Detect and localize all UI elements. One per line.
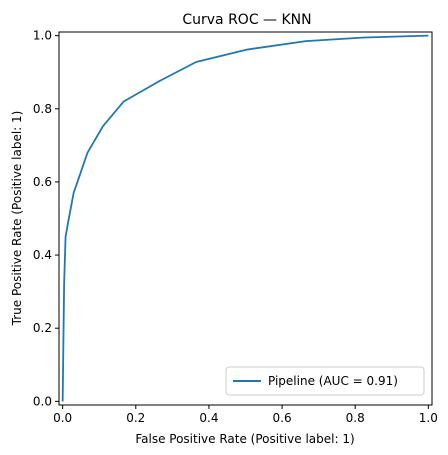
y-tick-label: 0.6 [33, 175, 52, 189]
x-tick-label: 0.6 [273, 411, 292, 425]
series-lines [61, 34, 429, 402]
roc-curve-line [61, 34, 429, 402]
y-tick-label: 0.2 [33, 321, 52, 335]
legend-box [225, 366, 425, 396]
y-tick-label: 0.0 [33, 394, 52, 408]
x-tick-label: 1.0 [419, 411, 438, 425]
y-tick-label: 0.4 [33, 248, 52, 262]
y-tick-label: 0.8 [33, 102, 52, 116]
chart-title: Curva ROC — KNN [182, 12, 311, 28]
legend-label: Pipeline (AUC = 0.91) [268, 374, 398, 388]
y-tick-label: 1.0 [33, 29, 52, 43]
y-axis-ticks: 0.0 0.2 0.4 0.6 0.8 1.0 [33, 29, 59, 408]
y-axis-label: True Positive Rate (Positive label: 1) [10, 111, 24, 327]
x-tick-label: 0.4 [199, 411, 218, 425]
x-axis-label: False Positive Rate (Positive label: 1) [135, 432, 354, 446]
legend: Pipeline (AUC = 0.91) [225, 366, 425, 396]
plot-frame [58, 31, 433, 406]
x-tick-label: 0.8 [346, 411, 365, 425]
x-tick-label: 0.0 [53, 411, 72, 425]
x-tick-label: 0.2 [126, 411, 145, 425]
plot-area: 0.0 0.2 0.4 0.6 0.8 1.0 0.0 0.2 0.4 0.6 0.8 1.0 [33, 29, 438, 425]
x-axis-ticks: 0.0 0.2 0.4 0.6 0.8 1.0 [53, 405, 438, 425]
